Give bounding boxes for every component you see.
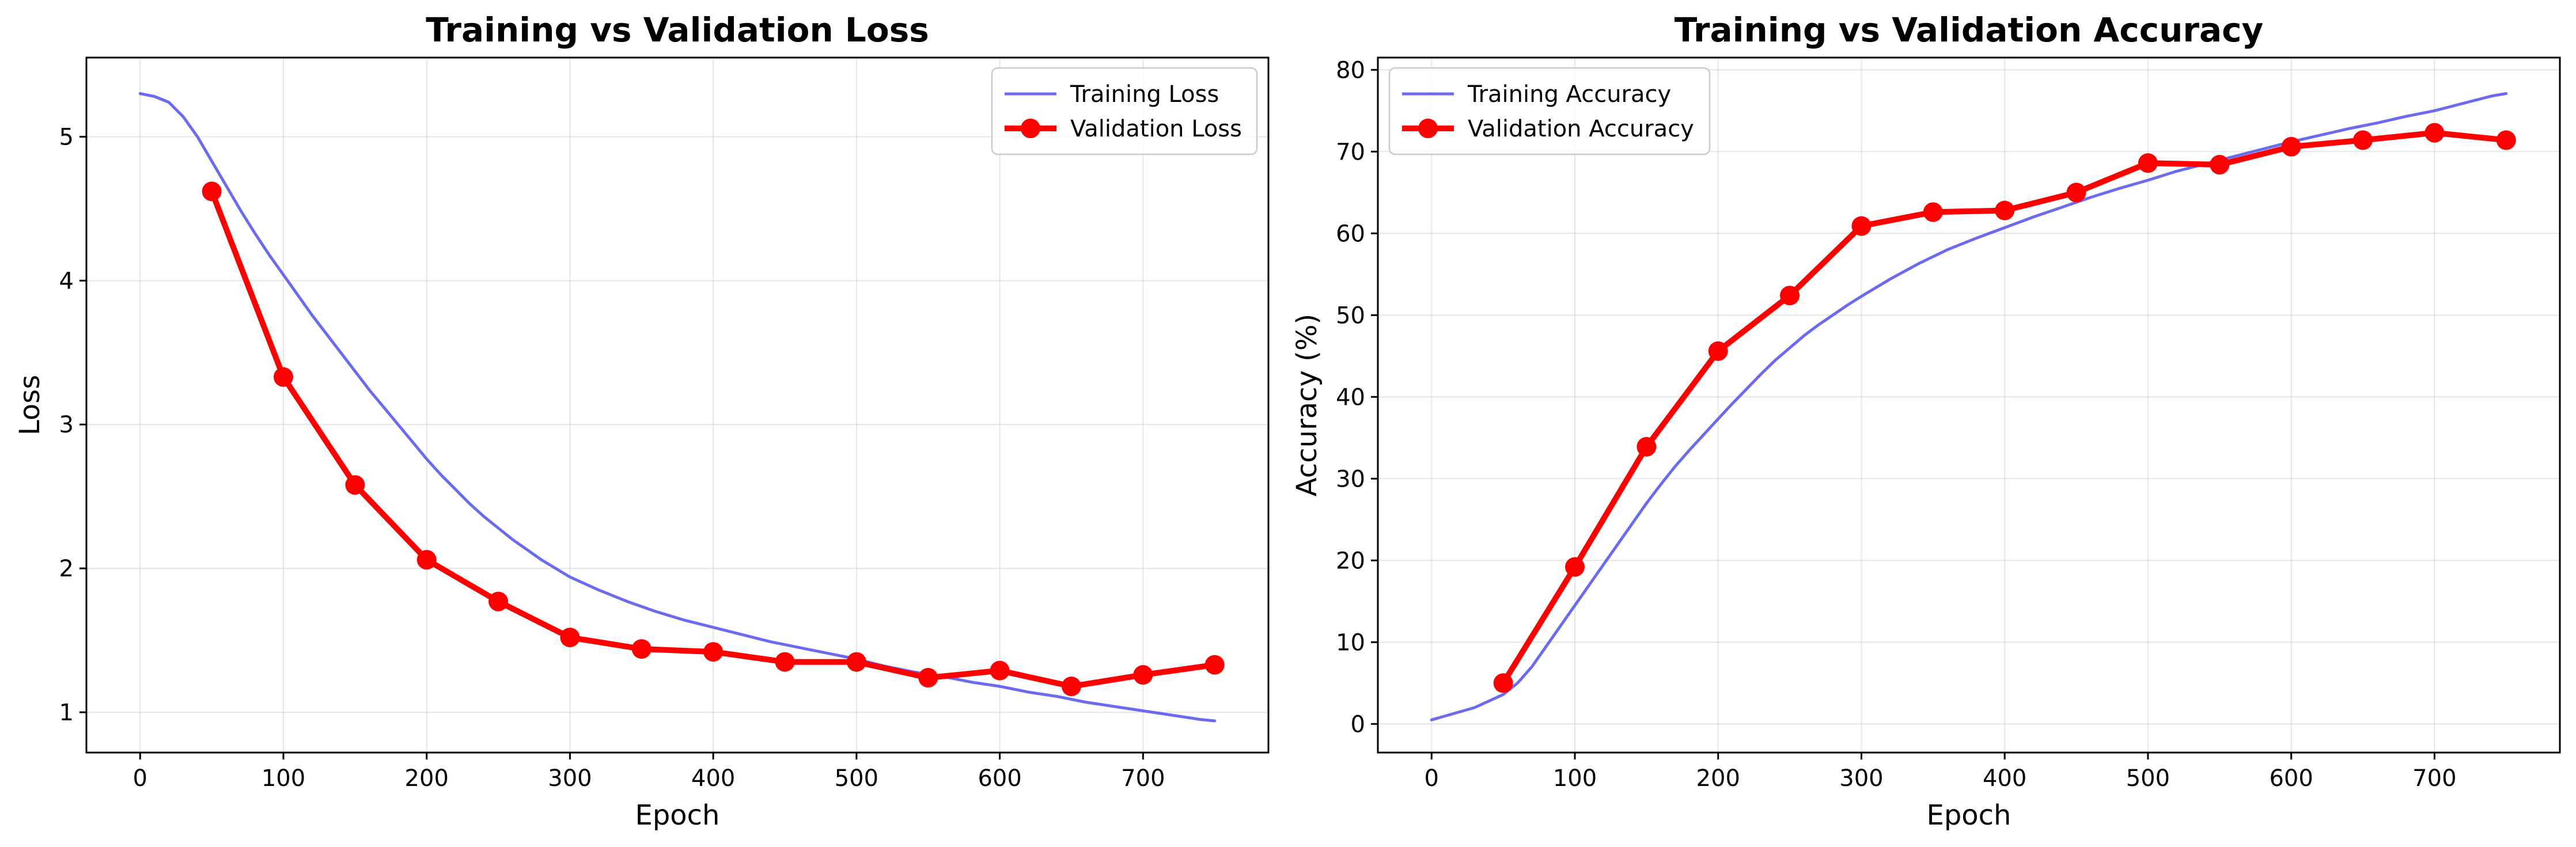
y-tick-label: 2 <box>59 556 74 582</box>
chart-title: Training vs Validation Loss <box>426 10 929 50</box>
validation-point <box>703 642 723 662</box>
accuracy-chart: 0 100 200 300 400 500 600 700 0 10 20 30 40 50 60 70 80 T… <box>1291 10 2561 831</box>
validation-point <box>631 639 651 659</box>
y-tick-label: 60 <box>1336 221 1365 247</box>
y-tick-label: 5 <box>59 124 74 150</box>
x-tick-label: 100 <box>1553 765 1597 792</box>
x-axis-label: Epoch <box>635 799 720 831</box>
plot-frame <box>1377 56 2561 754</box>
y-tick-label: 10 <box>1336 629 1365 656</box>
validation-point <box>1780 286 1800 306</box>
validation-point <box>775 652 795 672</box>
validation-point <box>2210 155 2230 175</box>
validation-point <box>2138 153 2158 173</box>
y-tick-label: 30 <box>1336 466 1365 492</box>
plot-frame <box>85 56 1270 754</box>
validation-point <box>2425 123 2445 143</box>
training-series-line <box>138 92 1217 723</box>
x-tick-label: 300 <box>548 765 592 792</box>
validation-point <box>1851 216 1872 236</box>
y-tick-label: 70 <box>1336 139 1365 165</box>
validation-point <box>1995 200 2015 221</box>
y-tick-label: 1 <box>59 700 74 726</box>
legend-label: Training Loss <box>1070 81 1219 108</box>
validation-point <box>918 668 938 688</box>
x-tick-label: 0 <box>1425 765 1439 792</box>
validation-point <box>2066 183 2086 203</box>
x-tick-label: 100 <box>262 765 305 792</box>
y-tick-label: 3 <box>59 412 74 438</box>
legend-box <box>991 67 1258 155</box>
chart-title: Training vs Validation Accuracy <box>1675 10 2264 50</box>
validation-point <box>1133 665 1153 685</box>
validation-point <box>560 628 580 648</box>
validation-point <box>202 181 222 202</box>
validation-point <box>274 367 293 387</box>
x-tick-label: 200 <box>1696 765 1740 792</box>
validation-point <box>846 652 866 672</box>
legend-label: Validation Accuracy <box>1468 116 1694 142</box>
legend-box <box>1388 67 1711 155</box>
legend-label: Validation Loss <box>1070 116 1242 142</box>
validation-point <box>1565 557 1585 577</box>
x-tick-label: 600 <box>978 765 1021 792</box>
x-tick-label: 400 <box>691 765 735 792</box>
legend-swatch-marker <box>1418 119 1438 138</box>
validation-point <box>488 591 509 611</box>
x-tick-label: 400 <box>1983 765 2026 792</box>
validation-point <box>1493 673 1513 693</box>
validation-point <box>2281 136 2301 157</box>
validation-point <box>990 660 1010 681</box>
x-tick-label: 600 <box>2269 765 2313 792</box>
legend-label: Training Accuracy <box>1467 81 1671 108</box>
validation-point <box>345 475 365 495</box>
validation-point <box>1923 202 1943 222</box>
validation-point <box>2496 130 2516 150</box>
y-tick-label: 20 <box>1336 548 1365 574</box>
validation-point <box>2353 130 2373 150</box>
x-tick-label: 300 <box>1839 765 1883 792</box>
y-tick-label: 40 <box>1336 384 1365 411</box>
y-tick-label: 80 <box>1336 57 1365 83</box>
validation-point <box>1708 341 1728 361</box>
y-axis-label: Loss <box>14 375 46 435</box>
x-tick-label: 200 <box>405 765 449 792</box>
x-tick-label: 500 <box>2126 765 2170 792</box>
y-tick-label: 0 <box>1351 711 1365 738</box>
training-series-line <box>1430 92 2508 721</box>
validation-point <box>1062 677 1081 697</box>
y-axis-label: Accuracy (%) <box>1291 314 1323 496</box>
x-tick-label: 700 <box>1121 765 1165 792</box>
y-tick-label: 50 <box>1336 302 1365 329</box>
validation-point <box>1204 655 1225 675</box>
x-axis-label: Epoch <box>1927 799 2011 831</box>
x-tick-label: 500 <box>835 765 878 792</box>
validation-point <box>1636 436 1657 457</box>
validation-point <box>416 550 437 570</box>
y-tick-label: 4 <box>59 268 74 294</box>
loss-chart: 0 100 200 300 400 500 600 700 1 2 3 4 5 Training vs V… <box>14 10 1270 831</box>
legend-swatch-marker <box>1021 119 1040 138</box>
x-tick-label: 0 <box>133 765 147 792</box>
x-tick-label: 700 <box>2412 765 2456 792</box>
